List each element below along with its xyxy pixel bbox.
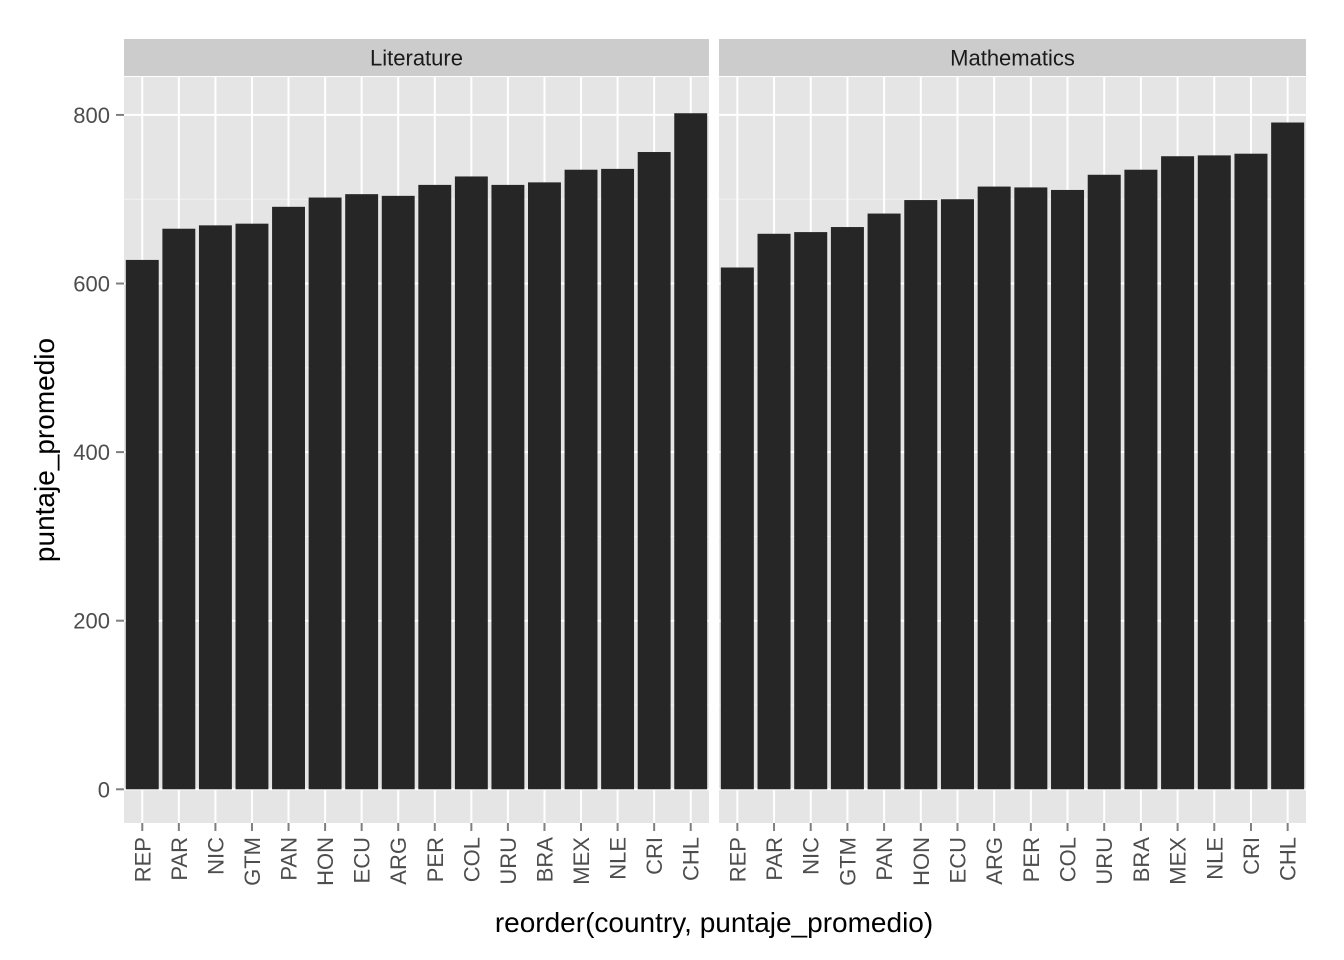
x-tick-label: HON [909,837,934,886]
x-tick-label: GTM [240,837,265,886]
x-tick-label: HON [313,837,338,886]
bar-gtm [235,223,269,790]
x-tick-label: BRA [532,837,557,883]
facet-strip [719,39,1306,76]
panel-literature: Literature REP PAR NIC GTM PAN HON ECU ARG PER COL… [124,39,709,886]
bar-mex [1161,156,1195,790]
x-tick-label: GTM [835,837,860,886]
facet-strip-label: Literature [370,46,463,71]
x-tick-label: COL [459,837,484,882]
bar-pan [867,213,901,790]
bar-par [757,233,791,790]
x-tick-label: CHL [679,837,704,881]
bar-bra [528,182,561,790]
panel-mathematics: Mathematics REP PAR NIC GTM PAN HON ECU ARG PER CO… [719,39,1306,886]
y-tick-label: 400 [73,440,110,465]
y-axis-title: puntaje_promedio [29,338,60,562]
y-tick-label: 0 [98,777,110,802]
x-tick-label: PAN [277,837,302,881]
bar-nic [794,232,828,790]
bar-par [162,228,196,790]
bar-mex [564,169,598,790]
facet-strip-label: Mathematics [950,46,1075,71]
y-tick-label: 800 [73,103,110,128]
x-tick-label: PER [423,837,448,882]
bar-nle [601,168,635,790]
x-tick-label: URU [1092,837,1117,885]
x-tick-label: MEX [1166,837,1191,885]
x-tick-label: COL [1056,837,1081,882]
bar-rep [720,267,754,790]
x-tick-label: BRA [1129,837,1154,883]
y-tick-label: 200 [73,609,110,634]
x-tick-label: PAR [762,837,787,881]
x-tick-label: ARG [982,837,1007,885]
bar-hon [308,197,342,790]
bar-arg [381,195,415,790]
y-axis: 0 200 400 600 800 [73,103,124,802]
x-tick-label: REP [130,837,155,882]
x-tick-label: NLE [1202,837,1227,880]
panels-layer: Literature REP PAR NIC GTM PAN HON ECU ARG PER COL… [124,39,1306,886]
x-axis-title: reorder(country, puntaje_promedio) [495,907,933,938]
bar-bra [1124,169,1158,790]
bar-chl [1271,122,1305,790]
bar-nle [1197,155,1231,790]
x-tick-label: PER [1019,837,1044,882]
x-tick-label: NIC [203,837,228,875]
x-tick-label: CHL [1276,837,1301,881]
bar-cri [1234,153,1268,790]
x-tick-label: URU [496,837,521,885]
x-tick-label: PAN [872,837,897,881]
x-tick-label: CRI [642,837,667,875]
bar-cri [637,152,671,790]
x-tick-label: CRI [1239,837,1264,875]
bar-ecu [345,194,379,790]
bar-pan [272,206,305,790]
bar-arg [977,186,1011,790]
x-tick-label: MEX [569,837,594,885]
x-tick-label: ARG [386,837,411,885]
x-tick-label: ECU [350,837,375,883]
x-tick-label: NLE [606,837,631,880]
x-tick-label: PAR [167,837,192,881]
y-tick-label: 600 [73,272,110,297]
bar-uru [1087,174,1121,790]
x-tick-label: REP [725,837,750,882]
bar-uru [491,184,525,790]
bar-per [418,184,452,790]
bar-rep [125,259,159,790]
bar-nic [198,225,232,790]
bar-col [454,176,488,790]
x-tick-label: NIC [799,837,824,875]
bar-chl [674,113,708,790]
bar-per [1014,187,1048,790]
bar-ecu [940,199,974,790]
bar-gtm [830,227,864,790]
bar-col [1051,189,1085,790]
facet-strip [124,39,709,76]
bar-hon [904,200,938,790]
x-tick-label: ECU [945,837,970,883]
